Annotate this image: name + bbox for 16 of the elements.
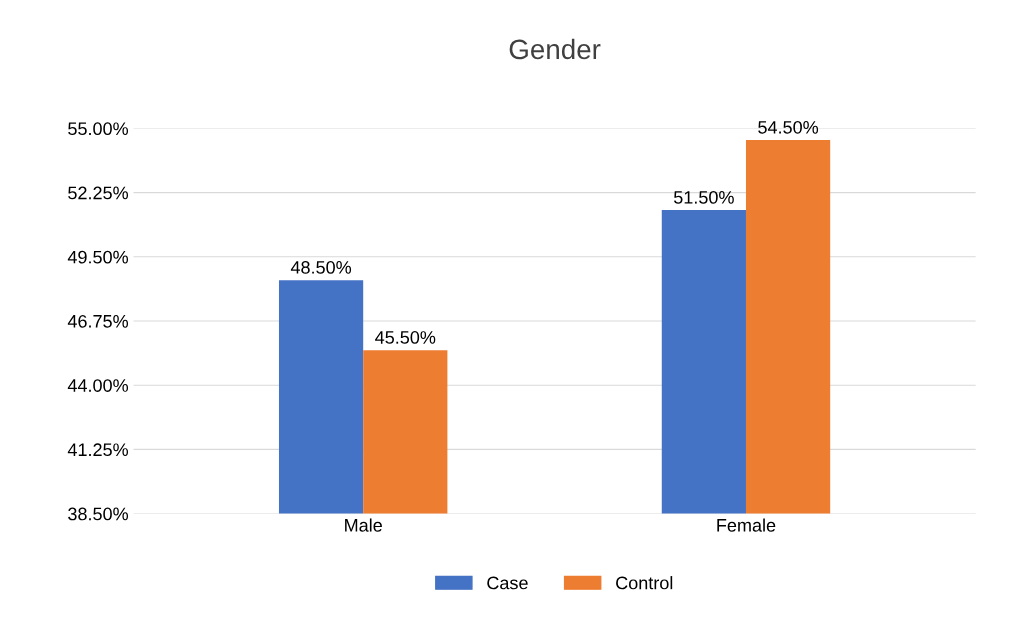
data-label: 51.50%: [673, 190, 734, 204]
y-tick-label: 49.50%: [67, 250, 129, 264]
chart-title: Gender: [509, 38, 601, 60]
x-tick-label: Male: [345, 518, 382, 532]
y-tick-label: 52.25%: [68, 186, 129, 200]
data-label: 48.50%: [290, 261, 352, 274]
y-tick-label: 44.00%: [67, 379, 129, 392]
y-tick-label: 46.75%: [67, 314, 129, 328]
data-label: 54.50%: [758, 120, 819, 134]
legend-label: Case: [487, 576, 528, 590]
x-tick-label: Female: [717, 518, 776, 532]
y-tick-label: 41.25%: [67, 443, 129, 457]
y-tick-label: 55.00%: [68, 122, 129, 136]
y-tick-label: 38.50%: [68, 507, 129, 521]
legend-label: Control: [616, 576, 673, 590]
data-label: 45.50%: [375, 331, 436, 344]
